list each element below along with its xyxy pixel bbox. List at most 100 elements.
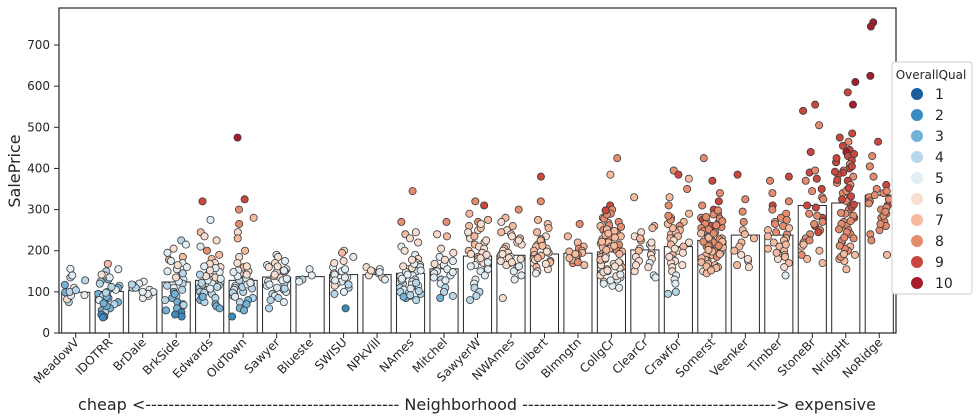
data-point xyxy=(883,250,892,259)
data-point xyxy=(884,195,893,204)
legend-marker xyxy=(911,214,923,226)
data-point xyxy=(870,191,879,200)
data-point xyxy=(617,222,626,231)
data-point xyxy=(476,219,485,228)
data-point xyxy=(603,266,612,275)
data-point xyxy=(265,280,274,289)
data-point xyxy=(173,261,182,270)
data-point xyxy=(514,236,523,245)
data-point xyxy=(414,238,423,247)
data-point xyxy=(685,209,694,218)
data-point xyxy=(699,237,708,246)
data-point xyxy=(835,133,844,142)
data-point xyxy=(536,172,545,181)
data-point xyxy=(575,219,584,228)
data-point xyxy=(206,266,215,275)
data-point xyxy=(507,232,516,241)
data-point xyxy=(847,162,856,171)
data-point xyxy=(282,274,291,283)
data-point xyxy=(163,248,172,257)
data-point xyxy=(407,255,416,264)
data-point xyxy=(768,189,777,198)
data-point xyxy=(177,312,186,321)
data-point xyxy=(349,252,358,261)
data-point xyxy=(840,233,849,242)
data-point xyxy=(714,197,723,206)
data-point xyxy=(766,176,775,185)
data-point xyxy=(464,228,473,237)
data-point xyxy=(406,284,415,293)
data-point xyxy=(466,262,475,271)
data-point xyxy=(161,296,170,305)
data-point xyxy=(466,296,475,305)
data-point xyxy=(784,197,793,206)
legend-label: 9 xyxy=(935,255,944,271)
data-point xyxy=(412,278,421,287)
data-point xyxy=(698,201,707,210)
data-point xyxy=(699,154,708,163)
data-point xyxy=(531,269,540,278)
data-point xyxy=(498,250,507,259)
data-point xyxy=(66,264,75,273)
data-point xyxy=(599,279,608,288)
data-point xyxy=(198,292,207,301)
data-point xyxy=(615,283,624,292)
data-point xyxy=(665,193,674,202)
data-point xyxy=(498,294,507,303)
data-point xyxy=(844,184,853,193)
data-point xyxy=(718,217,727,226)
data-point xyxy=(213,282,222,291)
data-point xyxy=(784,172,793,181)
data-point xyxy=(80,291,89,300)
data-point xyxy=(814,228,823,237)
legend-label: 5 xyxy=(935,171,944,187)
data-point xyxy=(763,244,772,253)
data-point xyxy=(799,240,808,249)
data-point xyxy=(811,166,820,175)
legend-marker xyxy=(911,151,923,163)
data-point xyxy=(763,232,772,241)
data-point xyxy=(803,254,812,263)
legend-items: 1 2 3 4 5 6 7 8 9 10 xyxy=(911,87,953,292)
data-point xyxy=(867,236,876,245)
data-point xyxy=(229,268,238,277)
data-point xyxy=(171,273,180,282)
data-point xyxy=(835,225,844,234)
legend-title: OverallQual xyxy=(896,68,967,82)
data-point xyxy=(482,250,491,259)
data-point xyxy=(233,234,242,243)
data-point xyxy=(81,276,90,285)
data-point xyxy=(405,234,414,243)
legend-box xyxy=(891,61,973,295)
data-point xyxy=(400,246,409,255)
data-point xyxy=(497,217,506,226)
data-point xyxy=(670,244,679,253)
data-point xyxy=(436,294,445,303)
data-point xyxy=(684,174,693,183)
data-point xyxy=(780,263,789,272)
y-tick-label: 0 xyxy=(42,326,50,340)
data-point xyxy=(772,228,781,237)
y-tick-label: 100 xyxy=(27,285,50,299)
data-point xyxy=(869,172,878,181)
data-point xyxy=(740,230,749,239)
y-axis: 0 100 200 300 400 500 600 700 xyxy=(27,38,59,340)
data-point xyxy=(715,250,724,259)
data-point xyxy=(480,201,489,210)
data-point xyxy=(105,273,114,282)
y-tick-label: 300 xyxy=(27,203,50,217)
data-point xyxy=(166,257,175,266)
data-point xyxy=(743,254,752,263)
data-point xyxy=(341,265,350,274)
bar-npkvill xyxy=(362,274,392,334)
data-point xyxy=(536,197,545,206)
data-point xyxy=(476,254,485,263)
data-point xyxy=(685,238,694,247)
data-point xyxy=(448,291,457,300)
data-point xyxy=(442,217,451,226)
data-point xyxy=(449,248,458,257)
data-point xyxy=(497,228,506,237)
data-point xyxy=(99,299,108,308)
data-point xyxy=(697,229,706,238)
data-point xyxy=(178,269,187,278)
